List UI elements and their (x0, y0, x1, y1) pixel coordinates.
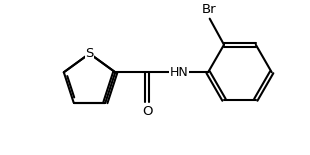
Text: HN: HN (170, 66, 188, 79)
Text: S: S (85, 47, 94, 60)
Text: O: O (142, 105, 152, 118)
Text: Br: Br (202, 3, 216, 16)
